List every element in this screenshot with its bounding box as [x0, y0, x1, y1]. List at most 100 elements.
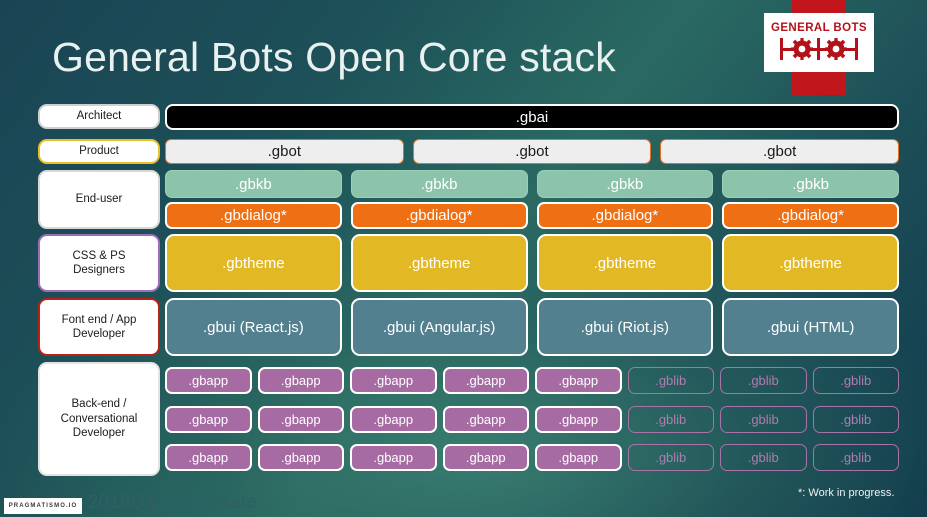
role-label: Product — [79, 145, 119, 158]
gbapp-box-label: .gbapp — [558, 450, 599, 465]
gbui-box-label: .gbui (Angular.js) — [382, 318, 496, 336]
gblib-box: .gblib — [627, 406, 714, 433]
gbdialog-box-label: .gbdialog* — [220, 207, 287, 224]
gbdialog-box: .gbdialog* — [165, 202, 342, 229]
footer-label: 2018Q4 - Corporate — [88, 492, 257, 513]
gbkb-box-label: .gbkb — [420, 175, 458, 193]
gbkb-box: .gbkb — [165, 170, 342, 198]
gbapp-box: .gbapp — [257, 444, 344, 471]
gbot-box-label: .gbot — [267, 143, 302, 160]
gbapp-box: .gbapp — [535, 444, 622, 471]
gbdialog-box: .gbdialog* — [722, 202, 899, 229]
gbapp-box-label: .gbapp — [188, 450, 229, 465]
gblib-box: .gblib — [627, 367, 714, 394]
gbkb-box: .gbkb — [536, 170, 714, 198]
role-label-line2: Developer — [72, 328, 126, 340]
gbapp-box: .gbapp — [257, 367, 344, 394]
role-label-line3: Developer — [72, 427, 126, 440]
gbot-box: .gbot — [165, 139, 404, 164]
role-label-line1: Back-end / — [71, 398, 127, 411]
gblib-box-label: .gblib — [655, 450, 687, 465]
gbapp-box-label: .gbapp — [188, 373, 229, 388]
gbapp-box: .gbapp — [350, 444, 437, 471]
gbapp-box: .gbapp — [165, 367, 252, 394]
role-product: Product — [38, 139, 160, 164]
role-back-end-conversational-developer: Back-end / Conversational Developer — [38, 362, 160, 476]
role-label-line2: Designers — [73, 264, 125, 276]
gblib-box-label: .gblib — [747, 450, 779, 465]
gbapp-box-label: .gbapp — [373, 450, 414, 465]
gbui-box-label: .gbui (HTML) — [766, 318, 855, 336]
gbapp-box-label: .gbapp — [280, 450, 321, 465]
gears-icon — [780, 38, 858, 61]
gbapp-box: .gbapp — [442, 367, 529, 394]
role-label: End-user — [75, 193, 123, 206]
gbapp-box-label: .gbapp — [188, 412, 229, 427]
gbkb-box: .gbkb — [722, 170, 899, 198]
gbot-box-label: .gbot — [762, 143, 797, 160]
gbdialog-box: .gbdialog* — [536, 202, 714, 229]
logo-card: GENERAL BOTS — [764, 13, 874, 72]
role-label-line1: Font end / App — [61, 313, 137, 326]
gbtheme-box-label: .gbtheme — [779, 254, 842, 272]
gbapp-box-label: .gbapp — [558, 412, 599, 427]
gblib-box: .gblib — [812, 444, 899, 471]
gbapp-box-label: .gbapp — [465, 450, 506, 465]
gblib-box: .gblib — [720, 406, 807, 433]
gbkb-box: .gbkb — [350, 170, 528, 198]
gbapp-box: .gbapp — [350, 406, 437, 433]
gbui-box: .gbui (React.js) — [165, 298, 342, 356]
gbui-box: .gbui (Riot.js) — [536, 298, 714, 356]
gbtheme-box: .gbtheme — [536, 234, 714, 292]
gbtheme-box-label: .gbtheme — [222, 254, 285, 272]
gbapp-box: .gbapp — [350, 367, 437, 394]
gbdialog-box-label: .gbdialog* — [405, 207, 473, 224]
gbapp-box-label: .gbapp — [465, 412, 506, 427]
gbdialog-box-label: .gbdialog* — [777, 207, 844, 224]
gbtheme-box-label: .gbtheme — [593, 254, 657, 272]
role-label-line2: Conversational — [60, 412, 138, 425]
footnote-work-in-progress: *: Work in progress. — [798, 487, 895, 499]
gblib-box-label: .gblib — [655, 373, 687, 388]
gblib-box-label: .gblib — [747, 412, 779, 427]
gblib-box-label: .gblib — [655, 412, 687, 427]
gbapp-box: .gbapp — [442, 406, 529, 433]
gbot-box: .gbot — [660, 139, 899, 164]
gbai-box: .gbai — [165, 104, 899, 130]
gbui-box-label: .gbui (Riot.js) — [580, 318, 670, 336]
gbui-box: .gbui (HTML) — [722, 298, 899, 356]
gbapp-box: .gbapp — [165, 406, 252, 433]
gbtheme-box: .gbtheme — [350, 234, 528, 292]
gbapp-box: .gbapp — [257, 406, 344, 433]
gbtheme-box: .gbtheme — [722, 234, 899, 292]
gblib-box-label: .gblib — [747, 373, 779, 388]
gbai-box-label: .gbai — [515, 108, 549, 126]
gbui-box: .gbui (Angular.js) — [350, 298, 528, 356]
role-css-ps-designers: CSS & PS Designers — [38, 234, 160, 292]
gblib-box-label: .gblib — [840, 450, 872, 465]
gbapp-box-label: .gbapp — [373, 373, 414, 388]
gbapp-box: .gbapp — [165, 444, 252, 471]
gbapp-box-label: .gbapp — [280, 373, 321, 388]
gbapp-box-label: .gbapp — [558, 373, 599, 388]
logo-wordmark: GENERAL BOTS — [771, 21, 867, 34]
gbapp-box-label: .gbapp — [373, 412, 414, 427]
gblib-box: .gblib — [720, 444, 807, 471]
gblib-box: .gblib — [720, 367, 807, 394]
role-label: Architect — [76, 110, 122, 123]
gblib-box-label: .gblib — [840, 373, 872, 388]
gblib-box-label: .gblib — [840, 412, 872, 427]
slide-title: General Bots Open Core stack — [52, 34, 616, 80]
role-label-line1: CSS & PS — [72, 249, 126, 262]
role-front-end-app-developer: Font end / App Developer — [38, 298, 160, 356]
gbtheme-box: .gbtheme — [165, 234, 342, 292]
gbkb-box-label: .gbkb — [792, 175, 829, 193]
gbot-box: .gbot — [412, 139, 652, 164]
gbapp-box: .gbapp — [535, 406, 622, 433]
role-end-user: End-user — [38, 170, 160, 229]
gbapp-box-label: .gbapp — [280, 412, 321, 427]
pragmatismo-badge: PRAGMATISMO.IO — [4, 498, 82, 514]
gbkb-box-label: .gbkb — [235, 175, 272, 193]
gblib-box: .gblib — [627, 444, 714, 471]
gbapp-box: .gbapp — [442, 444, 529, 471]
